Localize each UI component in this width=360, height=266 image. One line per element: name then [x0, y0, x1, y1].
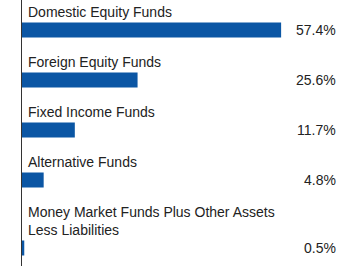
svg-text:Domestic Equity Funds: Domestic Equity Funds	[28, 4, 172, 20]
svg-text:Money Market Funds Plus Other: Money Market Funds Plus Other AssetsLess…	[28, 204, 275, 238]
svg-text:Foreign Equity Funds: Foreign Equity Funds	[28, 54, 161, 70]
svg-text:25.6%: 25.6%	[296, 72, 336, 88]
svg-text:Fixed Income Funds: Fixed Income Funds	[28, 104, 155, 120]
svg-text:11.7%: 11.7%	[297, 122, 336, 138]
svg-text:4.8%: 4.8%	[304, 172, 336, 188]
svg-text:0.5%: 0.5%	[304, 240, 336, 256]
svg-text:Alternative Funds: Alternative Funds	[28, 154, 137, 170]
svg-text:57.4%: 57.4%	[296, 22, 336, 38]
